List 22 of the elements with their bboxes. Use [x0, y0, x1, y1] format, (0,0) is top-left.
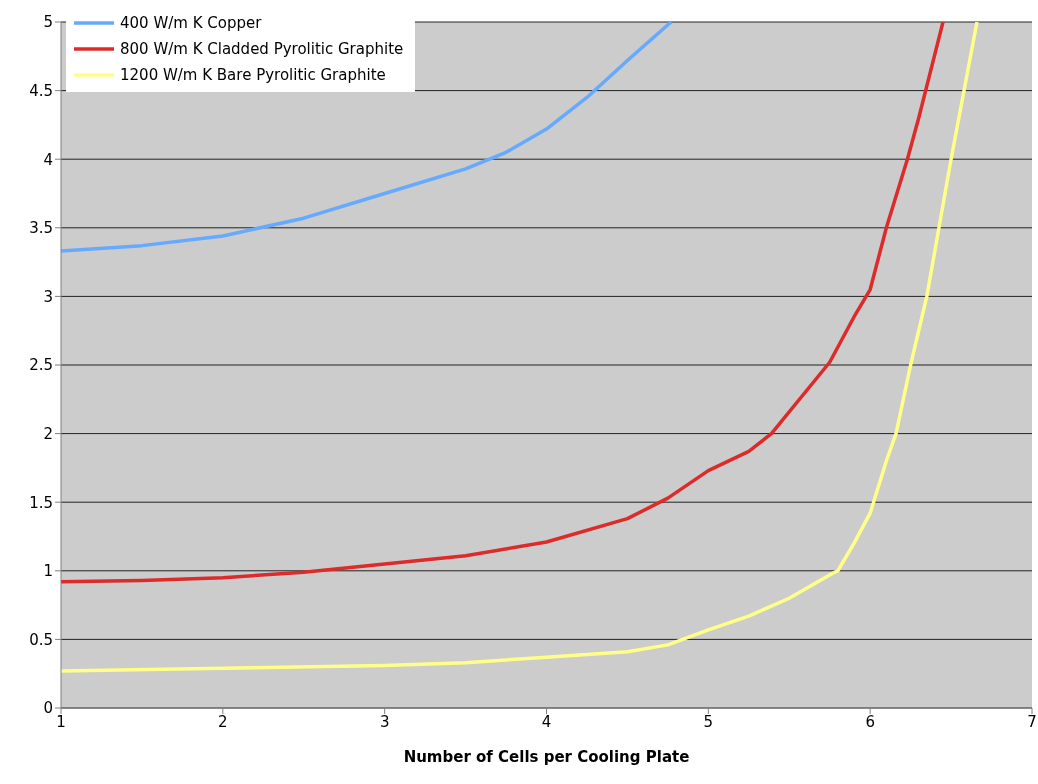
y-tick-label: 1.5 [29, 493, 53, 512]
legend-label: 1200 W/m K Bare Pyrolitic Graphite [120, 65, 386, 86]
y-tick-label: 4.5 [29, 81, 53, 100]
y-tick-label: 0 [43, 699, 53, 718]
y-tick-label: 2 [43, 424, 53, 443]
y-tick-label: 5 [43, 13, 53, 32]
x-tick-label: 2 [218, 712, 228, 731]
y-tick-label: 1 [43, 562, 53, 581]
x-tick-label: 4 [541, 712, 552, 731]
x-tick-label: 1 [56, 712, 66, 731]
x-tick-label: 5 [703, 712, 714, 731]
y-tick-label: 3 [43, 287, 53, 306]
x-tick-label: 3 [379, 712, 390, 731]
y-tick-label: 2.5 [29, 356, 53, 375]
legend-label: 800 W/m K Cladded Pyrolitic Graphite [120, 39, 404, 60]
y-tick-label: 0.5 [29, 630, 53, 649]
y-tick-label: 4 [43, 150, 53, 169]
x-tick-label: 7 [1027, 712, 1037, 731]
x-tick-label: 6 [865, 712, 875, 731]
x-axis-title: Number of Cells per Cooling Plate [403, 748, 690, 766]
legend-label: 400 W/m K Copper [120, 13, 262, 34]
y-tick-label: 3.5 [29, 219, 53, 238]
